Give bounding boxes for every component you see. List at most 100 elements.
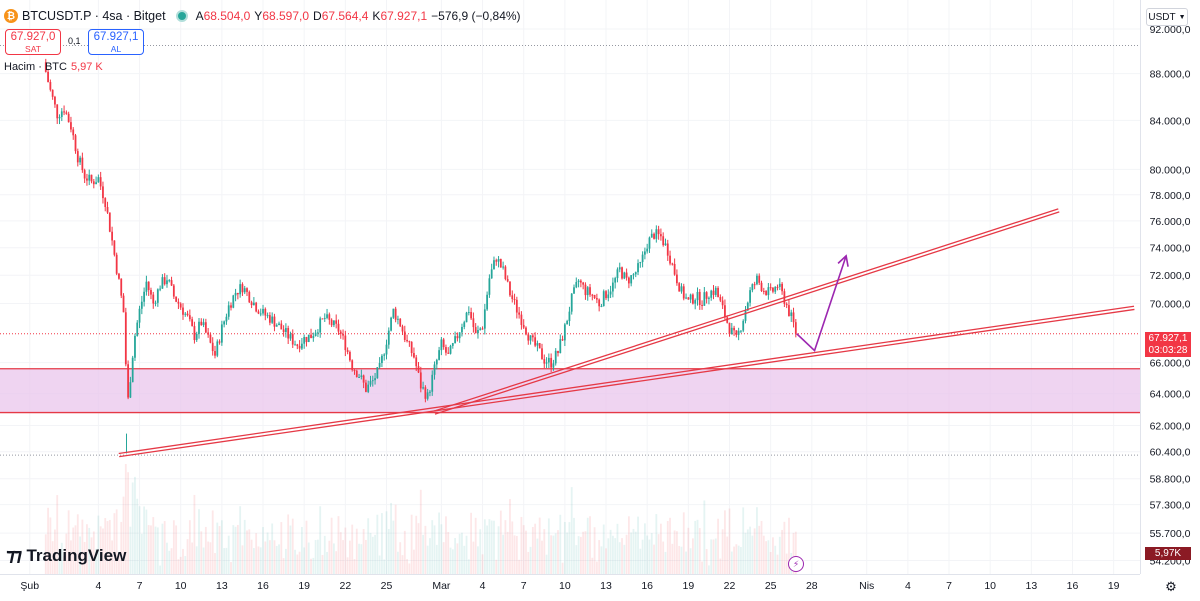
candle <box>241 282 244 296</box>
volume-bar <box>778 536 781 574</box>
candle <box>209 332 212 344</box>
candle <box>333 320 335 328</box>
candle <box>682 283 685 301</box>
volume-bar <box>685 551 687 574</box>
volume-bar <box>376 514 379 574</box>
trendline-edge <box>119 308 1135 458</box>
candle-body <box>589 287 591 295</box>
buy-button[interactable]: 67.927,1 AL <box>88 29 144 55</box>
candle <box>131 355 134 383</box>
price-tick-label: 58.800,0 <box>1150 474 1191 486</box>
candle-body <box>120 278 123 296</box>
symbol-title[interactable]: BTCUSDT.P · 4sa · Bitget <box>22 9 166 23</box>
volume-bar <box>646 535 649 574</box>
time-tick-label: 10 <box>984 580 996 592</box>
bitcoin-icon: ₿ <box>4 9 18 23</box>
candle <box>447 347 450 354</box>
candle <box>186 310 189 317</box>
volume-bar <box>399 542 402 574</box>
time-tick-label: 19 <box>298 580 310 592</box>
volume-bar <box>440 524 443 574</box>
candle-body <box>232 295 235 308</box>
volume-legend[interactable]: Hacim · BTC 5,97 K <box>4 61 103 73</box>
candle <box>646 243 649 254</box>
candle <box>765 290 767 296</box>
time-tick-label: 16 <box>1067 580 1079 592</box>
volume-bar <box>637 516 639 574</box>
candle <box>790 309 793 322</box>
candle-body <box>264 308 267 316</box>
candle <box>735 330 738 338</box>
volume-bar <box>666 521 669 574</box>
candle-body <box>424 387 427 399</box>
candle <box>49 79 52 92</box>
candle-body <box>499 258 502 268</box>
volume-bar <box>163 521 166 574</box>
candle-body <box>241 284 244 293</box>
volume-value-tag: 5,97K <box>1145 547 1191 560</box>
volume-bar <box>365 539 367 574</box>
volume-bar <box>410 514 413 574</box>
candle <box>477 325 479 339</box>
candle <box>589 283 591 297</box>
candle-body <box>220 324 223 343</box>
volume-bar <box>204 526 207 574</box>
candle-body <box>227 305 230 317</box>
candle-body <box>90 174 93 182</box>
candle-body <box>740 330 742 332</box>
candle-body <box>248 291 251 303</box>
candle <box>609 285 612 299</box>
lightning-icon[interactable]: ⚡ <box>788 556 804 572</box>
volume-bar <box>749 526 751 574</box>
volume-bar <box>172 520 175 574</box>
candle <box>264 307 267 321</box>
buy-price: 67.927,1 <box>93 31 139 43</box>
volume-bar <box>152 517 155 574</box>
time-tick-label: 25 <box>381 580 393 592</box>
candle <box>259 308 262 317</box>
volume-bar <box>220 520 223 574</box>
candle-body <box>609 291 612 295</box>
volume-bar <box>721 529 724 574</box>
volume-bar <box>250 539 253 574</box>
volume-bar <box>547 518 550 574</box>
volume-bar <box>184 556 187 574</box>
candle-body <box>515 299 518 313</box>
candle <box>280 320 283 330</box>
candle-body <box>431 374 434 392</box>
candle-body <box>788 305 790 316</box>
volume-bar <box>282 558 285 574</box>
time-tick-label: 19 <box>1108 580 1120 592</box>
candle <box>449 344 452 355</box>
candle <box>177 298 180 310</box>
time-tick-label: 22 <box>339 580 351 592</box>
current-price-tag: 67.927,1 <box>1145 332 1191 345</box>
sell-button[interactable]: 67.927,0 SAT <box>5 29 61 55</box>
candle-body <box>214 351 216 356</box>
currency-selector[interactable]: USDT ▼ <box>1146 8 1188 26</box>
volume-bar <box>278 544 280 574</box>
tradingview-logo[interactable]: ⁊⁊ TradingView <box>6 545 126 566</box>
volume-bar <box>575 545 578 574</box>
candle-body <box>152 294 155 304</box>
candle <box>152 291 155 309</box>
candle <box>262 304 264 316</box>
volume-bar <box>159 565 162 574</box>
candle <box>314 329 317 337</box>
candle-body <box>730 327 733 335</box>
gear-icon[interactable]: ⚙ <box>1165 579 1177 594</box>
candle-body <box>124 312 127 365</box>
candle <box>159 285 162 292</box>
candle-body <box>618 267 621 270</box>
candle <box>252 297 255 306</box>
volume-bar <box>90 537 93 574</box>
volume-bar <box>227 535 230 574</box>
candle <box>204 318 207 334</box>
candle-body <box>67 113 70 123</box>
candle-body <box>150 290 152 295</box>
candle-body <box>557 350 559 354</box>
candle-body <box>314 332 317 336</box>
candle-body <box>671 263 674 265</box>
volume-bar <box>314 540 317 574</box>
